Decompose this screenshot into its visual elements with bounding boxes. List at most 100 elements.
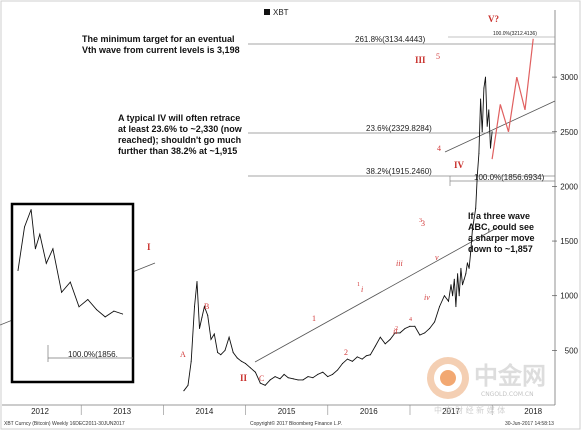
inset-panel xyxy=(10,202,135,384)
price-point xyxy=(486,125,488,127)
inset-price-point xyxy=(39,233,41,235)
price-point xyxy=(374,345,376,347)
price-point xyxy=(491,131,493,133)
price-point xyxy=(337,369,339,371)
price-point xyxy=(439,306,440,308)
price-point xyxy=(369,354,371,356)
price-point xyxy=(473,218,475,220)
price-point xyxy=(424,332,426,334)
legend-swatch xyxy=(264,9,270,15)
price-point xyxy=(220,354,222,356)
price-point xyxy=(455,306,457,308)
price-point xyxy=(264,384,266,386)
annotation-target-1: The minimum target for an eventual xyxy=(82,34,235,44)
price-point xyxy=(240,360,242,362)
price-point xyxy=(203,306,205,308)
wave-label-3: 3 xyxy=(421,219,425,228)
trendline-lower xyxy=(254,225,501,363)
price-point xyxy=(452,295,454,297)
x-tick-label: 2013 xyxy=(113,407,131,416)
price-point xyxy=(384,343,386,345)
fib-label-100-upper: 100.0%(3212.4136) xyxy=(493,31,537,37)
wave-label-III: III xyxy=(415,55,426,65)
price-point xyxy=(460,267,462,269)
y-tick-label: 2500 xyxy=(560,128,578,137)
price-point xyxy=(480,98,482,100)
inset-price-point xyxy=(52,248,54,250)
inset-price-point xyxy=(69,281,71,283)
price-point xyxy=(236,357,238,359)
fib-label-382: 38.2%(1915.2460) xyxy=(366,167,432,176)
price-point xyxy=(317,373,319,375)
price-point xyxy=(429,328,431,329)
y-tick-label: 2000 xyxy=(560,182,578,191)
trendline-upper xyxy=(444,100,556,153)
fib-label-236: 23.6%(2329.8284) xyxy=(366,124,432,133)
wave-label-minor-3: 3 xyxy=(419,218,422,224)
wave-label-B: B xyxy=(204,302,209,311)
price-point xyxy=(292,378,294,380)
legend-label: XBT xyxy=(273,8,289,17)
price-point xyxy=(302,379,304,381)
price-point xyxy=(279,378,281,380)
inset-price-point xyxy=(45,262,47,264)
annotation-abc-4: down to ~1,857 xyxy=(468,244,533,254)
price-point xyxy=(307,376,309,378)
price-point xyxy=(457,273,459,275)
price-point xyxy=(297,379,299,381)
wave-label-iii: iii xyxy=(396,259,403,268)
price-point xyxy=(379,336,381,338)
inset-series-marks xyxy=(17,209,124,318)
wave-label-I: I xyxy=(147,242,151,252)
price-point xyxy=(351,360,353,362)
price-point xyxy=(466,262,468,264)
price-point xyxy=(465,273,467,275)
price-point xyxy=(488,109,490,111)
price-point xyxy=(470,251,472,253)
price-point xyxy=(478,153,480,155)
price-point xyxy=(485,76,486,78)
price-point xyxy=(207,314,209,316)
price-point xyxy=(194,306,195,308)
annotation-retrace-2: at least 23.6% to ~2,330 (now xyxy=(118,124,243,134)
inset-price-point xyxy=(104,316,106,318)
fib-label-261: 261.8%(3134.4443) xyxy=(355,35,426,44)
wave-label-A: A xyxy=(180,350,186,359)
price-point xyxy=(394,332,396,334)
price-point xyxy=(245,363,246,364)
price-point xyxy=(490,147,491,149)
price-point xyxy=(232,352,234,353)
y-axis: 3000 2500 2000 1500 1000 500 xyxy=(552,73,579,355)
annotation-abc-3: a sharper move xyxy=(468,233,535,243)
price-point xyxy=(481,131,483,133)
price-point xyxy=(274,376,276,378)
inset-price-point xyxy=(87,299,89,300)
inset-price-point xyxy=(24,226,25,228)
price-point xyxy=(217,352,219,353)
price-point xyxy=(201,317,203,319)
footer-center: Copyright© 2017 Bloomberg Finance L.P. xyxy=(250,420,342,427)
price-point xyxy=(283,373,285,375)
fib-label-100-lower: 100.0%(1856.6934) xyxy=(474,173,545,182)
price-point xyxy=(224,349,226,351)
wave-label-4: 4 xyxy=(437,144,441,153)
price-point xyxy=(346,358,348,360)
wave-label-IV: IV xyxy=(454,160,465,170)
watermark: 中金网 CNGOLD.COM.CN 中 文 财 经 新 媒 体 xyxy=(427,357,546,415)
wave-label-minor-2: 2 xyxy=(395,326,398,332)
inset-price-point xyxy=(96,309,97,311)
price-point xyxy=(365,355,367,357)
inset-fib-label: 100.0%(1856. xyxy=(68,350,118,359)
y-tick-label: 1500 xyxy=(560,237,578,246)
footer-left: XBT Curncy (Bitcoin) Weekly 16DEC2011-30… xyxy=(4,421,125,427)
wave-label-minor-4: 4 xyxy=(409,317,412,323)
x-tick-label: 2012 xyxy=(31,407,49,416)
price-point xyxy=(389,338,391,340)
price-point xyxy=(342,363,343,364)
y-tick-label: 500 xyxy=(565,346,579,355)
annotation-target-2: Vth wave from current levels is 3,198 xyxy=(82,45,240,55)
wave-label-v: v xyxy=(435,253,439,262)
price-point xyxy=(463,278,465,280)
